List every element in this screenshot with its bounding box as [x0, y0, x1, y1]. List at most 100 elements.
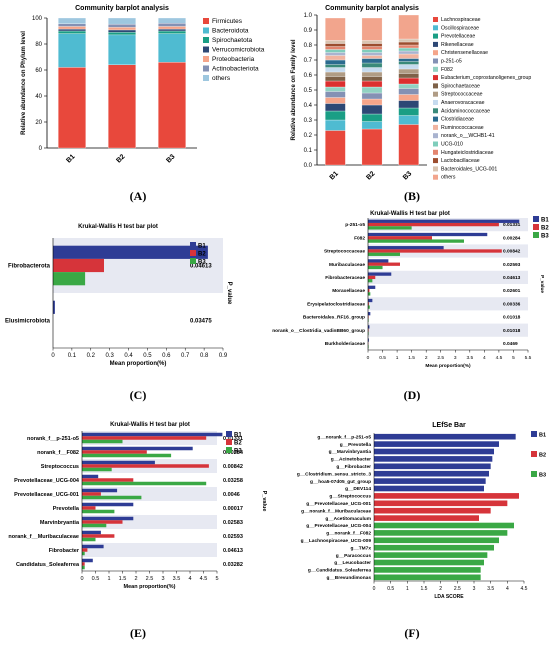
legend-swatch — [433, 58, 438, 64]
lda-bar — [374, 552, 488, 558]
legend-swatch — [203, 56, 209, 62]
legend-swatch — [203, 65, 209, 72]
legend-swatch — [433, 41, 438, 47]
legend-swatch — [203, 37, 209, 43]
category-label: Prevotella — [53, 506, 80, 512]
p-value: 0.01018 — [503, 315, 521, 321]
x-tick-label: 1.5 — [421, 586, 428, 592]
panel-label-e: (E) — [130, 626, 146, 640]
bar — [82, 520, 123, 524]
bar — [82, 450, 147, 454]
bar — [82, 565, 85, 570]
bar — [82, 453, 172, 458]
bar — [82, 436, 207, 440]
bar — [368, 272, 392, 276]
legend-label: Hungateiclostridiaceae — [441, 150, 494, 156]
stacked-bar-segment — [325, 55, 346, 61]
panel-c: Krukal-Wallis H test bar plot Fibrobacter… — [0, 218, 275, 378]
legend-label: Bacteroidota — [212, 28, 249, 35]
y-tick-label: 40 — [35, 94, 42, 100]
x-tick-label: 2 — [439, 586, 442, 592]
x-tick-label: 2.5 — [437, 355, 444, 361]
bar — [368, 305, 370, 309]
y-tick-label: 80 — [35, 42, 42, 48]
row-stripe — [82, 543, 217, 557]
legend-label: others — [212, 75, 231, 82]
bar — [82, 516, 134, 521]
category-label: Moraxellaceae — [332, 288, 365, 294]
stacked-bar-segment — [398, 77, 419, 85]
bar — [82, 523, 107, 528]
x-tick-label: 4 — [483, 355, 486, 361]
bar — [368, 236, 432, 240]
stacked-bar-segment — [325, 46, 346, 50]
bar — [82, 432, 223, 437]
stacked-bar-segment — [108, 34, 136, 65]
category-label: Fibrobacterota — [8, 264, 51, 270]
stacked-bar-segment — [158, 30, 186, 34]
bar — [82, 464, 209, 468]
lda-bar — [374, 567, 481, 573]
bar — [368, 302, 369, 306]
x-tick-label: 5.5 — [525, 355, 532, 361]
p-value: 0.02593 — [503, 262, 521, 268]
stacked-bar-segment — [361, 121, 383, 130]
stacked-bar-segment — [58, 33, 86, 68]
legend-swatch — [433, 108, 438, 114]
stacked-bar-segment — [325, 86, 346, 92]
bar — [368, 262, 400, 266]
stacked-bar-segment — [398, 124, 419, 166]
bar — [82, 534, 115, 538]
stacked-bar-segment — [325, 103, 346, 112]
y-tick-label: 0.7 — [304, 58, 313, 64]
legend-label: norank_o__WCHB1-41 — [441, 133, 495, 139]
legend-swatch — [190, 242, 196, 248]
taxon-label: g__Prevotellaceae_UCG-001 — [306, 501, 371, 507]
phylum-stacked-bar-chart: Community barplot analysis 0 20 40 60 80 100 Re… — [21, 5, 265, 165]
bar — [82, 562, 85, 566]
bar — [82, 481, 207, 486]
legend-swatch — [433, 17, 438, 22]
stacked-bar-segment — [58, 17, 86, 24]
chart-title: Community barplot analysis — [325, 5, 419, 12]
stacked-bar-segment — [361, 55, 383, 59]
legend-label: B3 — [539, 473, 546, 479]
stacked-bar-segment — [325, 59, 346, 65]
stacked-bar-segment — [108, 27, 136, 31]
legend-label: B1 — [539, 433, 546, 439]
x-tick-label: 0.1 — [68, 353, 77, 359]
stacked-bar-segment — [158, 23, 186, 27]
y-tick-label: 0.8 — [304, 43, 313, 49]
x-tick-label: 0 — [80, 576, 83, 582]
legend-swatch — [533, 224, 539, 230]
x-tick-label: 2.5 — [146, 576, 154, 582]
taxon-label: g__TM7x — [350, 545, 371, 551]
bar — [368, 275, 376, 280]
p-value: 0.00842 — [223, 464, 243, 470]
category-label: p-251-o5 — [345, 222, 365, 228]
bar — [368, 249, 502, 253]
bar — [368, 252, 400, 256]
x-tick-label: 2.5 — [454, 586, 461, 592]
bar — [368, 292, 371, 296]
legend-swatch — [433, 166, 438, 172]
legend-label: Spirochaetota — [212, 37, 252, 44]
x-tick-label: 0.9 — [219, 353, 228, 359]
stacked-bar-segment — [108, 32, 136, 36]
bar — [82, 530, 101, 535]
x-tick-label: 4 — [188, 576, 191, 582]
bar — [368, 288, 370, 293]
category-label: Fibrobacteraceae — [325, 275, 365, 281]
x-tick-label: B2 — [365, 170, 376, 181]
stacked-bar-segment — [361, 58, 383, 64]
legend-swatch — [433, 149, 438, 155]
taxon-label: g__norank_f__F082 — [326, 531, 371, 537]
x-tick-label: 0 — [373, 586, 376, 592]
category-label: Marvinbryantia — [40, 520, 80, 526]
legend-label: Firmicutes — [212, 18, 243, 25]
x-tick-label: B1 — [329, 170, 340, 181]
bar — [82, 537, 96, 542]
legend-label: Rikenellaceae — [441, 42, 474, 48]
y-tick-label: 0.6 — [304, 73, 313, 79]
stacked-bar-segment — [108, 64, 136, 149]
